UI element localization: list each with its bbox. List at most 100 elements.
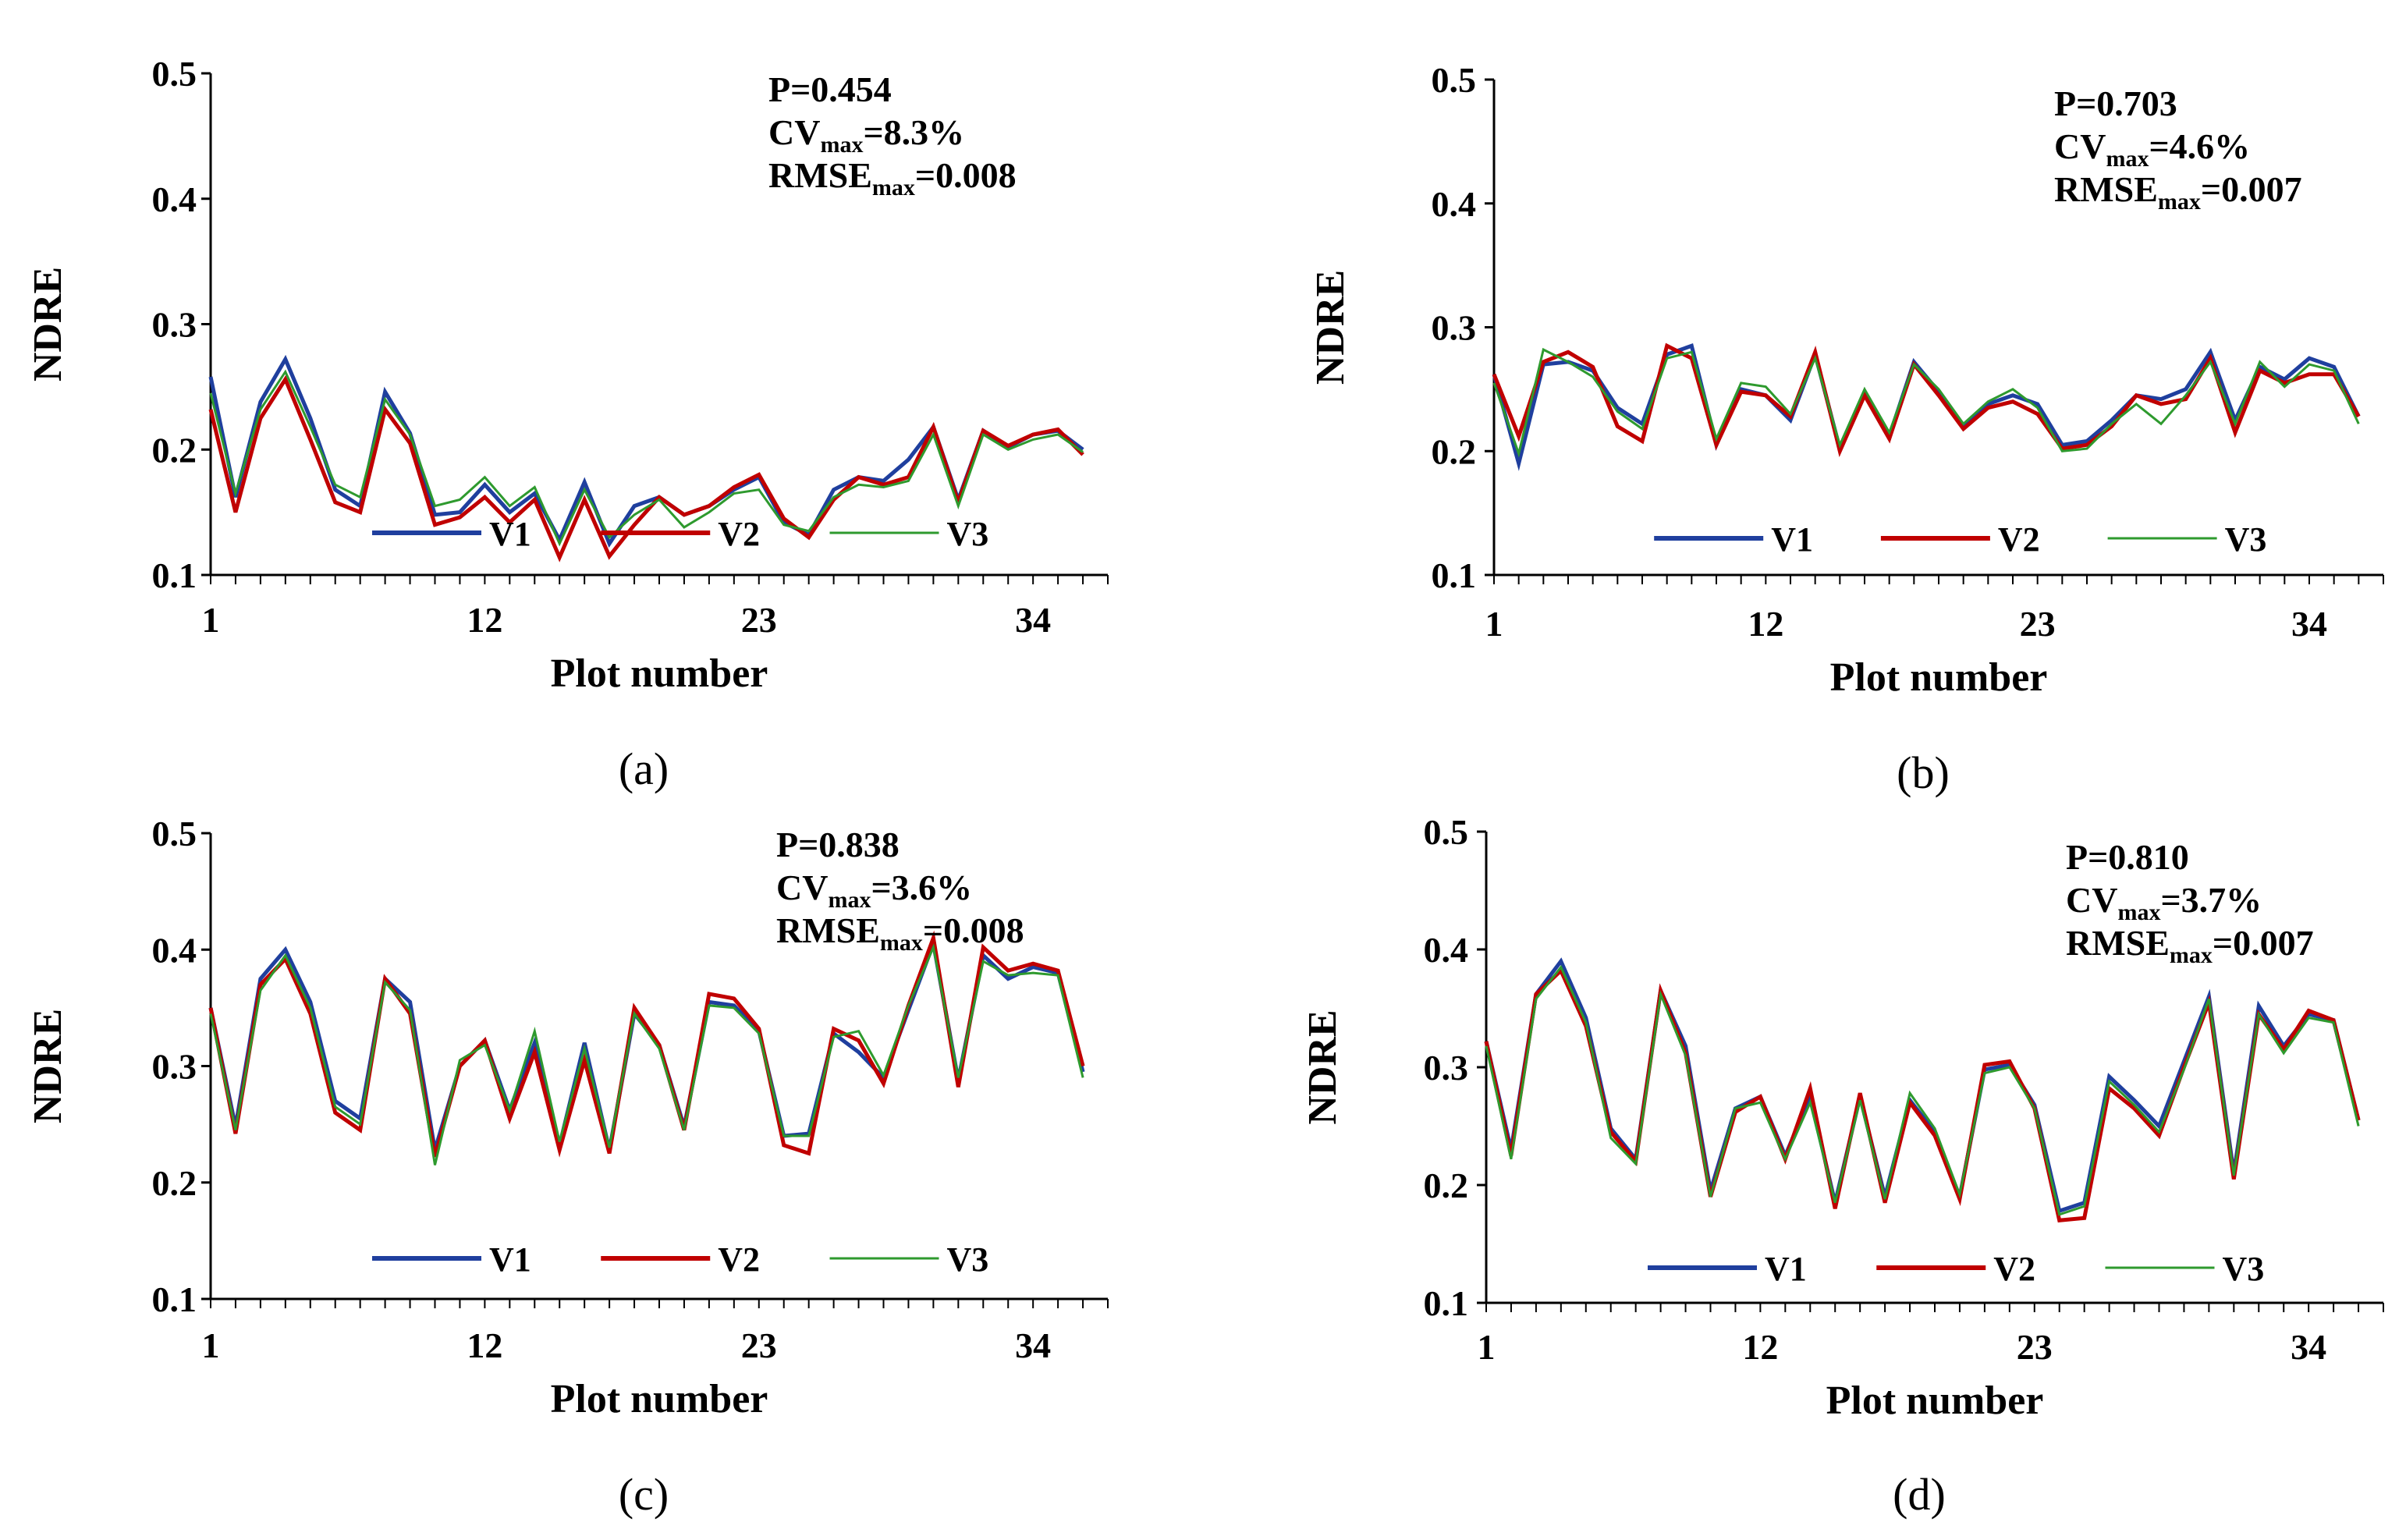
- x-axis-label: Plot number: [1826, 1379, 2044, 1423]
- chart-panel-c: 0.1 0.2 0.3 0.4 0.5 1 12 23 34 Plot number NDRE V1 V…: [26, 814, 1109, 1520]
- y-axis-label: NDRE: [26, 267, 70, 381]
- legend-label-v1: V1: [489, 515, 531, 553]
- annotation-main: CV: [2054, 126, 2106, 166]
- x-tick-label: 34: [1015, 1325, 1051, 1365]
- annotation-line-2: CVmax=3.6%: [776, 868, 972, 913]
- y-tick-label: 0.5: [1424, 812, 1469, 852]
- series-line-v2: [1484, 967, 2361, 1222]
- annotation-subscript: max: [880, 930, 923, 956]
- y-tick-label: 0.2: [152, 1163, 197, 1203]
- x-tick-label: 1: [1485, 604, 1503, 644]
- x-tick-label: 34: [2291, 604, 2327, 644]
- legend-label-v1: V1: [489, 1240, 531, 1279]
- y-tick-label: 0.4: [152, 179, 197, 219]
- x-axis-label: Plot number: [1830, 655, 2048, 700]
- annotation-main: CV: [768, 112, 820, 152]
- legend-label-v2: V2: [718, 515, 760, 553]
- x-tick-label: 34: [2291, 1327, 2326, 1367]
- annotation-tail: =0.008: [915, 155, 1017, 195]
- annotation-main: RMSE: [2054, 169, 2158, 209]
- series-line-v3: [209, 943, 1084, 1166]
- y-tick-label: 0.4: [1432, 184, 1477, 224]
- annotation-tail: =3.7%: [2160, 880, 2262, 920]
- panel-label: (c): [619, 1469, 669, 1520]
- annotation-main: P=0.703: [2054, 83, 2177, 123]
- annotation-tail: =4.6%: [2149, 126, 2250, 166]
- annotation-line-2: CVmax=8.3%: [768, 112, 964, 158]
- annotation-main: RMSE: [2066, 923, 2170, 963]
- series-line-v2: [208, 930, 1085, 1158]
- annotation-main: CV: [2066, 880, 2117, 920]
- annotation-main: P=0.454: [768, 69, 892, 109]
- annotation-line-1: P=0.703: [2054, 83, 2177, 123]
- series-line-v2: [208, 374, 1084, 562]
- annotation-tail: =3.6%: [871, 868, 972, 907]
- annotation-subscript: max: [820, 132, 863, 158]
- legend-label-v3: V3: [947, 1240, 989, 1279]
- x-tick-label: 23: [2020, 604, 2056, 644]
- y-tick-label: 0.2: [152, 430, 197, 470]
- x-tick-label: 1: [1478, 1327, 1496, 1367]
- chart-panel-d: 0.1 0.2 0.3 0.4 0.5 1 12 23 34 Plot number NDRE V1 V…: [1301, 812, 2384, 1520]
- annotation-line-3: RMSEmax=0.008: [776, 910, 1024, 956]
- annotation-line-3: RMSEmax=0.007: [2054, 169, 2302, 215]
- y-tick-label: 0.1: [1432, 555, 1477, 595]
- annotation-subscript: max: [872, 175, 915, 200]
- annotation-main: P=0.838: [776, 825, 900, 864]
- y-tick-label: 0.5: [152, 54, 197, 94]
- chart-panel-a: 0.1 0.2 0.3 0.4 0.5 1 12 23 34 Plot number NDRE V1 V…: [26, 54, 1109, 794]
- annotation-main: RMSE: [776, 910, 880, 950]
- y-tick-label: 0.2: [1424, 1166, 1469, 1205]
- y-axis-label: NDRE: [26, 1009, 70, 1123]
- legend-label-v1: V1: [1771, 520, 1813, 559]
- legend-label-v3: V3: [2225, 520, 2267, 559]
- y-axis-label: NDRE: [1301, 1010, 1345, 1124]
- annotation-main: P=0.810: [2066, 837, 2189, 877]
- annotation-subscript: max: [828, 887, 871, 913]
- annotation-tail: =0.007: [2201, 169, 2302, 209]
- panel-label: (a): [619, 743, 669, 794]
- y-tick-label: 0.3: [152, 305, 197, 345]
- legend-label-v2: V2: [1998, 520, 2040, 559]
- x-tick-label: 12: [467, 600, 502, 640]
- x-tick-label: 12: [1748, 604, 1783, 644]
- annotation-subscript: max: [2106, 146, 2149, 172]
- legend-label-v1: V1: [1765, 1250, 1807, 1288]
- x-tick-label: 1: [202, 600, 220, 640]
- x-axis-label: Plot number: [551, 651, 768, 696]
- series-line-v3: [1492, 347, 2360, 458]
- chart-panel-b: 0.1 0.2 0.3 0.4 0.5 1 12 23 34 Plot number NDRE V1 V…: [1308, 60, 2384, 798]
- legend-label-v3: V3: [2223, 1250, 2265, 1288]
- panel-label: (b): [1897, 747, 1950, 798]
- annotation-main: CV: [776, 868, 828, 907]
- annotation-line-3: RMSEmax=0.008: [768, 155, 1017, 200]
- legend-label-v3: V3: [947, 515, 989, 553]
- x-tick-label: 12: [467, 1325, 502, 1365]
- y-tick-label: 0.1: [1424, 1283, 1469, 1323]
- series-line-v3: [209, 369, 1084, 547]
- x-tick-label: 34: [1015, 600, 1051, 640]
- y-tick-label: 0.4: [1424, 930, 1469, 970]
- annotation-line-1: P=0.838: [776, 825, 900, 864]
- annotation-line-1: P=0.454: [768, 69, 892, 109]
- annotation-line-2: CVmax=4.6%: [2054, 126, 2250, 172]
- y-tick-label: 0.3: [1432, 308, 1477, 348]
- y-tick-label: 0.5: [152, 814, 197, 853]
- x-tick-label: 23: [741, 1325, 777, 1365]
- y-tick-label: 0.1: [152, 1279, 197, 1319]
- annotation-line-1: P=0.810: [2066, 837, 2189, 877]
- legend-label-v2: V2: [718, 1240, 760, 1279]
- y-tick-label: 0.3: [152, 1047, 197, 1087]
- annotation-main: RMSE: [768, 155, 872, 195]
- annotation-tail: =0.007: [2213, 923, 2314, 963]
- y-tick-label: 0.5: [1432, 60, 1477, 100]
- annotation-subscript: max: [2170, 942, 2213, 968]
- x-tick-label: 12: [1742, 1327, 1778, 1367]
- series-line-v3: [1485, 964, 2360, 1216]
- y-axis-label: NDRE: [1308, 270, 1353, 385]
- legend-label-v2: V2: [1993, 1250, 2035, 1288]
- x-tick-label: 23: [2017, 1327, 2053, 1367]
- x-tick-label: 1: [202, 1325, 220, 1365]
- y-tick-label: 0.3: [1424, 1048, 1469, 1088]
